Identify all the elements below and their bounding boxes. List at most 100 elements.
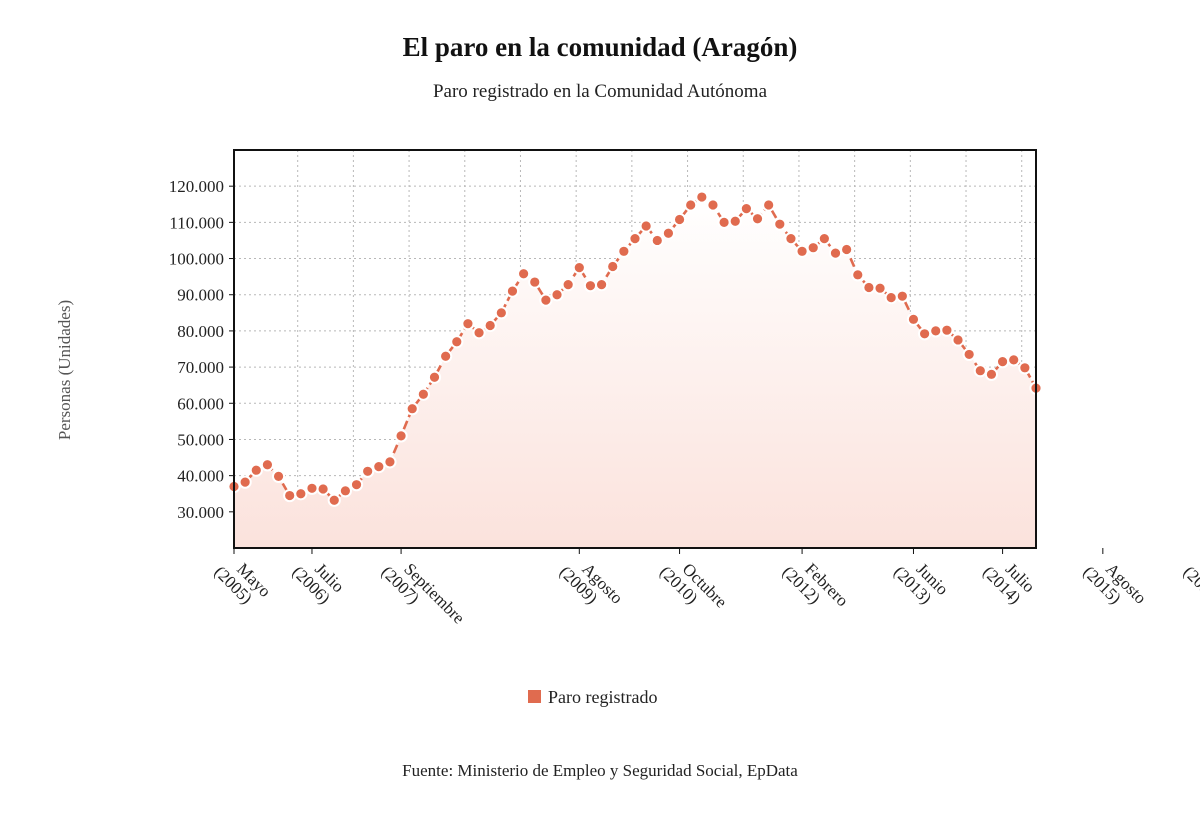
data-point[interactable] (895, 289, 909, 303)
data-point[interactable] (884, 291, 898, 305)
y-tick-label: 70.000 (177, 358, 224, 377)
x-axis-ticks: Mayo(2005) Julio(2006) Septiembre(2007) Ago… (211, 548, 1200, 628)
data-point[interactable] (795, 244, 809, 258)
data-point[interactable] (416, 387, 430, 401)
data-point[interactable] (661, 226, 676, 240)
y-axis-label: Personas (Unidades) (55, 300, 74, 440)
plot-frame (233, 149, 1037, 549)
data-point[interactable] (394, 429, 408, 443)
legend[interactable]: Paro registrado (528, 687, 657, 707)
data-point[interactable] (361, 464, 375, 478)
data-point[interactable] (695, 190, 709, 204)
source-note: Fuente: Ministerio de Empleo y Seguridad… (402, 761, 798, 780)
y-tick-label: 60.000 (177, 394, 224, 413)
data-point[interactable] (594, 278, 609, 292)
data-point[interactable] (383, 455, 397, 469)
data-point[interactable] (606, 259, 620, 274)
x-tick-label: Agosto(2009) (556, 559, 627, 607)
data-point[interactable] (1007, 353, 1021, 367)
data-point[interactable] (450, 335, 464, 349)
data-point[interactable] (327, 493, 341, 507)
x-tick-label: Octubre(2016) (1180, 562, 1200, 607)
y-tick-label: 120.000 (169, 177, 224, 196)
data-point[interactable] (639, 219, 653, 233)
data-point[interactable] (249, 463, 263, 477)
x-tick-label-year: (2016) (1180, 562, 1200, 607)
data-point[interactable] (906, 312, 921, 326)
chart-title: El paro en la comunidad (Aragón) (403, 32, 798, 62)
data-point[interactable] (684, 198, 698, 212)
x-tick-label: Febrero(2012) (779, 559, 852, 610)
data-point[interactable] (349, 478, 364, 492)
x-tick-label: Septiembre(2007) (378, 559, 469, 627)
data-point[interactable] (550, 288, 564, 302)
x-tick-label: Octubre(2010) (656, 559, 731, 611)
data-point[interactable] (784, 232, 798, 246)
chart-subtitle: Paro registrado en la Comunidad Autónoma (433, 81, 768, 102)
x-tick-label: Mayo(2005) (211, 559, 275, 607)
data-point[interactable] (650, 233, 664, 248)
data-point[interactable] (494, 306, 508, 320)
data-point[interactable] (1018, 361, 1032, 375)
data-point[interactable] (873, 281, 887, 295)
y-tick-label: 90.000 (177, 286, 224, 305)
area-fill (234, 197, 1036, 549)
data-point[interactable] (940, 323, 954, 337)
data-point[interactable] (962, 347, 976, 362)
data-point[interactable] (528, 275, 542, 289)
series-points (227, 190, 1043, 507)
data-point[interactable] (828, 246, 843, 260)
data-point[interactable] (305, 481, 319, 495)
data-point[interactable] (372, 459, 386, 474)
data-point[interactable] (862, 280, 876, 295)
data-point[interactable] (294, 487, 308, 501)
data-point[interactable] (483, 318, 497, 333)
data-point[interactable] (283, 488, 297, 503)
data-point[interactable] (405, 402, 419, 416)
data-point[interactable] (572, 260, 586, 275)
data-point[interactable] (739, 202, 753, 216)
data-point[interactable] (271, 469, 286, 483)
data-point[interactable] (973, 364, 987, 378)
y-tick-label: 30.000 (177, 503, 224, 522)
data-point[interactable] (517, 267, 531, 281)
y-tick-label: 100.000 (169, 250, 224, 269)
data-point[interactable] (461, 317, 475, 331)
y-axis-ticks: 30.000 40.000 50.000 60.000 70.000 80.000 90.0… (169, 177, 234, 522)
data-point[interactable] (773, 217, 787, 231)
data-point[interactable] (505, 284, 520, 298)
data-point[interactable] (717, 215, 731, 229)
data-point[interactable] (439, 349, 453, 363)
data-point[interactable] (851, 268, 865, 282)
x-tick-label: Junio(2013) (890, 559, 952, 607)
data-point[interactable] (728, 214, 742, 228)
x-tick-label: Agosto(2015) (1079, 559, 1150, 607)
y-tick-label: 40.000 (177, 467, 224, 486)
data-point[interactable] (672, 212, 687, 227)
data-point[interactable] (706, 198, 720, 212)
data-point[interactable] (806, 241, 820, 255)
data-point[interactable] (762, 198, 776, 212)
data-point[interactable] (617, 244, 631, 258)
data-point[interactable] (628, 232, 642, 246)
data-point[interactable] (951, 333, 965, 347)
data-point[interactable] (539, 293, 553, 307)
data-point[interactable] (427, 370, 442, 384)
data-point[interactable] (561, 278, 575, 292)
data-point[interactable] (995, 355, 1010, 369)
data-point[interactable] (583, 279, 598, 293)
x-tick-label: Julio(2006) (289, 559, 348, 607)
data-point[interactable] (472, 326, 486, 340)
data-point[interactable] (840, 242, 854, 257)
data-point[interactable] (918, 327, 932, 341)
data-point[interactable] (260, 458, 275, 472)
data-point[interactable] (750, 212, 765, 226)
data-point[interactable] (817, 232, 831, 246)
data-point[interactable] (984, 367, 999, 381)
data-point[interactable] (338, 484, 352, 498)
data-point[interactable] (929, 324, 943, 338)
data-point[interactable] (316, 482, 330, 496)
data-point[interactable] (238, 475, 252, 489)
